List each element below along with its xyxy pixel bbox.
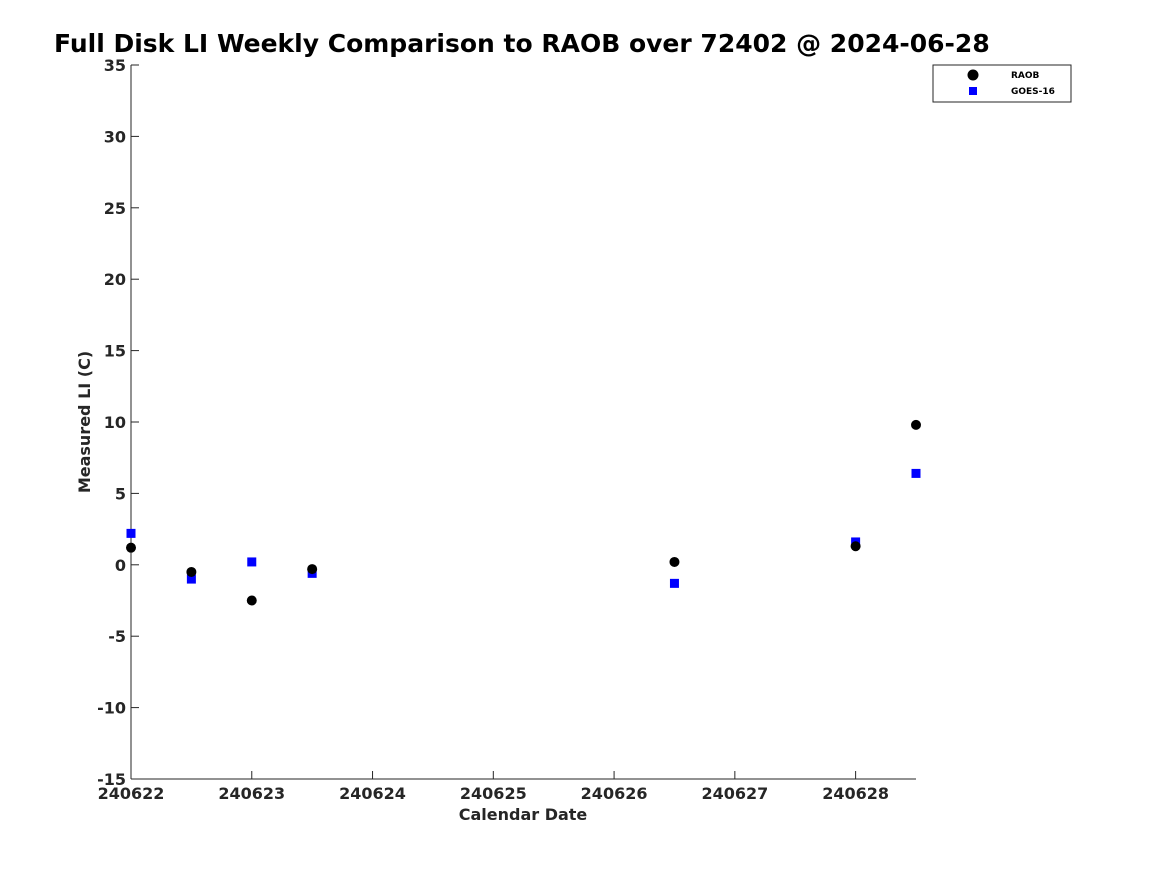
point-goes16	[126, 528, 136, 538]
x-tick-label: 240626	[581, 784, 648, 803]
y-tick-label: 25	[104, 199, 126, 218]
y-tick-label: 0	[115, 556, 126, 575]
y-tick-label: 15	[104, 342, 126, 361]
point-goes16	[669, 578, 679, 588]
y-tick-label: 30	[104, 127, 126, 146]
x-tick-label: 240625	[460, 784, 527, 803]
y-tick-label: 35	[104, 56, 126, 75]
point-goes16	[247, 557, 257, 567]
x-tick-label: 240627	[701, 784, 768, 803]
legend-label-goes16: GOES-16	[1011, 87, 1055, 97]
point-raob	[307, 564, 318, 575]
y-tick-label: -5	[108, 627, 126, 646]
y-axis-label: Measured LI (C)	[75, 351, 94, 493]
legend-marker-raob	[967, 69, 979, 81]
y-tick-label: -15	[97, 770, 126, 789]
legend-box	[932, 64, 1072, 103]
x-tick-label: 240622	[98, 784, 165, 803]
x-axis-label: Calendar Date	[459, 805, 588, 824]
y-tick-label: 10	[104, 413, 126, 432]
point-raob	[850, 541, 861, 552]
y-ticks: -15 -10 -5 0 5 10 15 20 25 30 35	[97, 56, 139, 789]
y-tick-label: 20	[104, 270, 126, 289]
point-raob	[186, 566, 197, 577]
data-points	[126, 419, 921, 606]
point-raob	[246, 595, 257, 606]
y-tick-label: 5	[115, 484, 126, 503]
x-tick-label: 240624	[339, 784, 406, 803]
legend: RAOB GOES-16	[932, 64, 1072, 103]
legend-label-raob: RAOB	[1011, 71, 1040, 81]
point-goes16	[186, 574, 196, 584]
x-tick-label: 240623	[218, 784, 285, 803]
legend-marker-goes16	[969, 87, 977, 95]
chart-title: Full Disk LI Weekly Comparison to RAOB o…	[54, 29, 990, 58]
point-raob	[126, 542, 136, 553]
y-tick-label: -10	[97, 699, 126, 718]
point-raob	[669, 556, 680, 567]
x-ticks: 240622 240623 240624 240625 240626 240627 2406…	[98, 771, 889, 803]
x-tick-label: 240628	[822, 784, 889, 803]
point-goes16	[911, 468, 921, 478]
axes	[130, 65, 916, 780]
point-raob	[911, 419, 921, 430]
